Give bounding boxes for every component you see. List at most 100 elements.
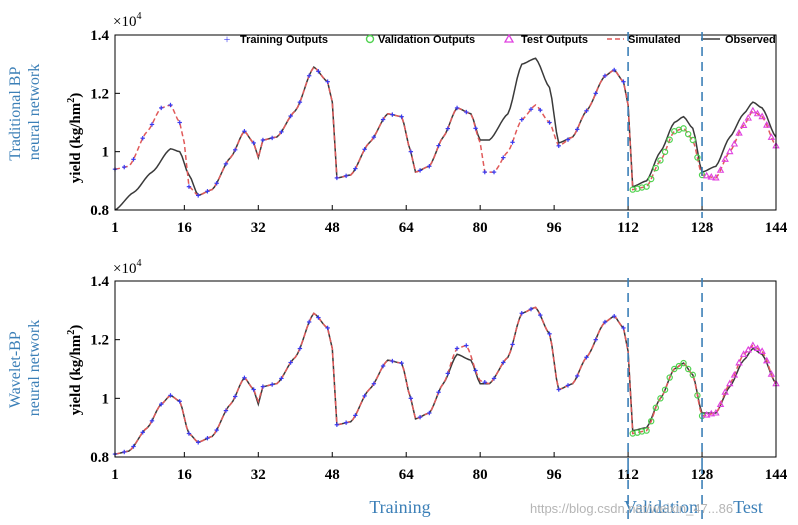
training-output-marker xyxy=(306,73,312,78)
test-output-marker xyxy=(716,166,725,173)
legend-label: Simulated xyxy=(628,34,681,46)
training-output-marker xyxy=(186,184,192,189)
test-output-marker xyxy=(744,113,753,121)
training-output-marker xyxy=(399,114,404,119)
x-tick-label: 128 xyxy=(691,467,714,483)
training-output-marker xyxy=(593,91,598,96)
training-output-marker xyxy=(362,147,367,152)
validation-output-marker xyxy=(652,404,660,411)
x-tick-label: 80 xyxy=(473,467,488,483)
training-output-marker xyxy=(316,69,321,74)
training-output-marker xyxy=(334,175,340,181)
training-output-marker xyxy=(417,414,423,420)
training-output-marker xyxy=(343,173,349,179)
y-tick-label: 1 xyxy=(102,145,110,161)
validation-output-marker xyxy=(657,395,664,402)
legend-label: Training Outputs xyxy=(240,34,328,46)
training-output-marker xyxy=(269,135,275,141)
training-output-marker xyxy=(602,319,608,325)
test-output-marker xyxy=(707,172,716,180)
training-output-marker xyxy=(491,376,497,381)
training-output-marker xyxy=(343,420,349,425)
axes-frame xyxy=(114,280,777,458)
watermark: https://blog.csdn.net/weixin_47...86 xyxy=(530,501,733,516)
test-output-marker xyxy=(712,173,720,181)
x-tick-label: 32 xyxy=(251,467,266,483)
training-output-marker xyxy=(464,109,469,115)
y-tick-label: 1.4 xyxy=(90,28,109,44)
series-layer xyxy=(114,57,777,211)
x-tick-label: 16 xyxy=(177,467,193,483)
training-output-marker xyxy=(251,140,256,146)
training-output-marker xyxy=(473,368,478,373)
training-output-marker xyxy=(353,413,358,418)
test-output-marker xyxy=(749,106,757,114)
training-output-marker xyxy=(519,117,524,122)
training-output-marker xyxy=(196,193,201,198)
legend-marker-circle xyxy=(365,34,375,44)
training-output-marker xyxy=(380,363,386,369)
x-tick-label: 112 xyxy=(617,467,639,483)
training-output-marker xyxy=(223,408,229,413)
training-output-marker xyxy=(565,137,571,142)
training-output-marker xyxy=(473,126,478,131)
test-output-marker xyxy=(763,356,771,364)
y-ticks: 0.8 1 1.2 1.4 xyxy=(90,274,120,466)
y-ticks: 0.8 1 1.2 1.4 xyxy=(90,28,120,219)
training-output-marker xyxy=(408,149,414,154)
training-output-marker xyxy=(242,375,247,380)
training-output-marker xyxy=(491,169,497,175)
training-output-marker xyxy=(214,181,219,186)
training-output-marker xyxy=(464,343,469,348)
training-output-marker xyxy=(436,390,441,395)
training-output-marker xyxy=(380,117,386,122)
training-output-marker xyxy=(260,137,266,143)
y-tick-label: 1 xyxy=(102,391,110,407)
test-output-marker xyxy=(730,139,739,147)
legend-marker-plus: + xyxy=(224,32,231,46)
validation-output-marker xyxy=(684,130,692,138)
training-output-marker xyxy=(371,381,377,386)
test-output-marker xyxy=(758,347,766,354)
test-output-marker xyxy=(753,344,762,352)
test-output-marker xyxy=(749,341,757,349)
training-output-marker xyxy=(547,331,552,336)
split-dividers xyxy=(627,32,703,522)
test-output-marker xyxy=(726,379,734,387)
training-output-marker xyxy=(399,360,404,366)
test-output-marker xyxy=(753,109,762,117)
training-output-marker xyxy=(168,102,173,108)
training-output-marker xyxy=(288,113,293,119)
training-output-marker xyxy=(482,169,487,175)
y-tick-label: 1.2 xyxy=(90,333,109,349)
training-output-marker xyxy=(131,444,136,449)
x-tick-label: 112 xyxy=(617,220,639,236)
y-tick-label: 0.8 xyxy=(90,203,109,219)
training-output-marker xyxy=(390,112,395,117)
training-output-marker xyxy=(556,143,561,149)
training-output-marker xyxy=(621,79,626,84)
legend-entry-test: Test Outputs xyxy=(503,33,588,46)
x-ticks: 1 16 32 48 64 80 96 112 128 144 xyxy=(111,205,788,236)
test-output-marker xyxy=(739,350,748,357)
training-output-marker xyxy=(565,383,571,388)
x-tick-label: 144 xyxy=(765,467,788,483)
training-output-marker xyxy=(306,319,312,325)
validation-output-marker xyxy=(666,136,673,143)
test-output-marker xyxy=(716,400,725,407)
training-output-marker xyxy=(501,360,506,365)
training-output-marker xyxy=(612,67,617,73)
training-output-marker xyxy=(325,79,330,84)
marker-layer xyxy=(112,306,780,457)
y-axis-label: yield (kg/hm2) xyxy=(66,325,84,415)
training-output-marker xyxy=(575,373,580,379)
region-label-test: Test xyxy=(733,497,763,517)
panel-traditional-bp: Traditional BP neural network yield (kg/… xyxy=(7,11,788,236)
training-output-marker xyxy=(251,387,256,392)
test-output-marker xyxy=(739,121,748,128)
training-output-marker xyxy=(510,342,515,347)
validation-output-marker xyxy=(684,365,692,373)
training-output-marker xyxy=(297,346,303,351)
x-tick-label: 80 xyxy=(473,220,488,236)
